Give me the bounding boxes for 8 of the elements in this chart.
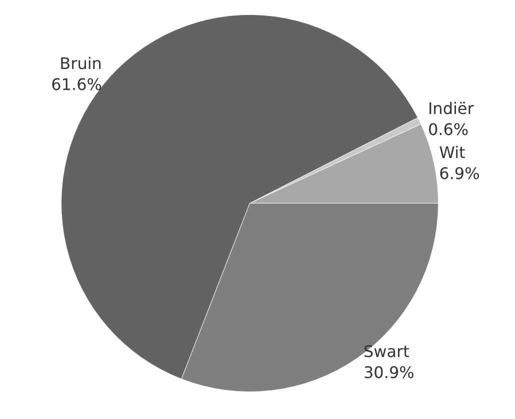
data-label: 30.9%: [364, 363, 414, 382]
data-label: 61.6%: [51, 75, 102, 94]
slice-label: Wit: [439, 143, 466, 162]
slice-label: Swart: [364, 342, 410, 362]
data-label: 0.6%: [428, 120, 469, 140]
slice-label: Indiër: [428, 99, 474, 118]
data-label: 6.9%: [439, 164, 480, 184]
slice-label: Bruin: [60, 54, 102, 74]
